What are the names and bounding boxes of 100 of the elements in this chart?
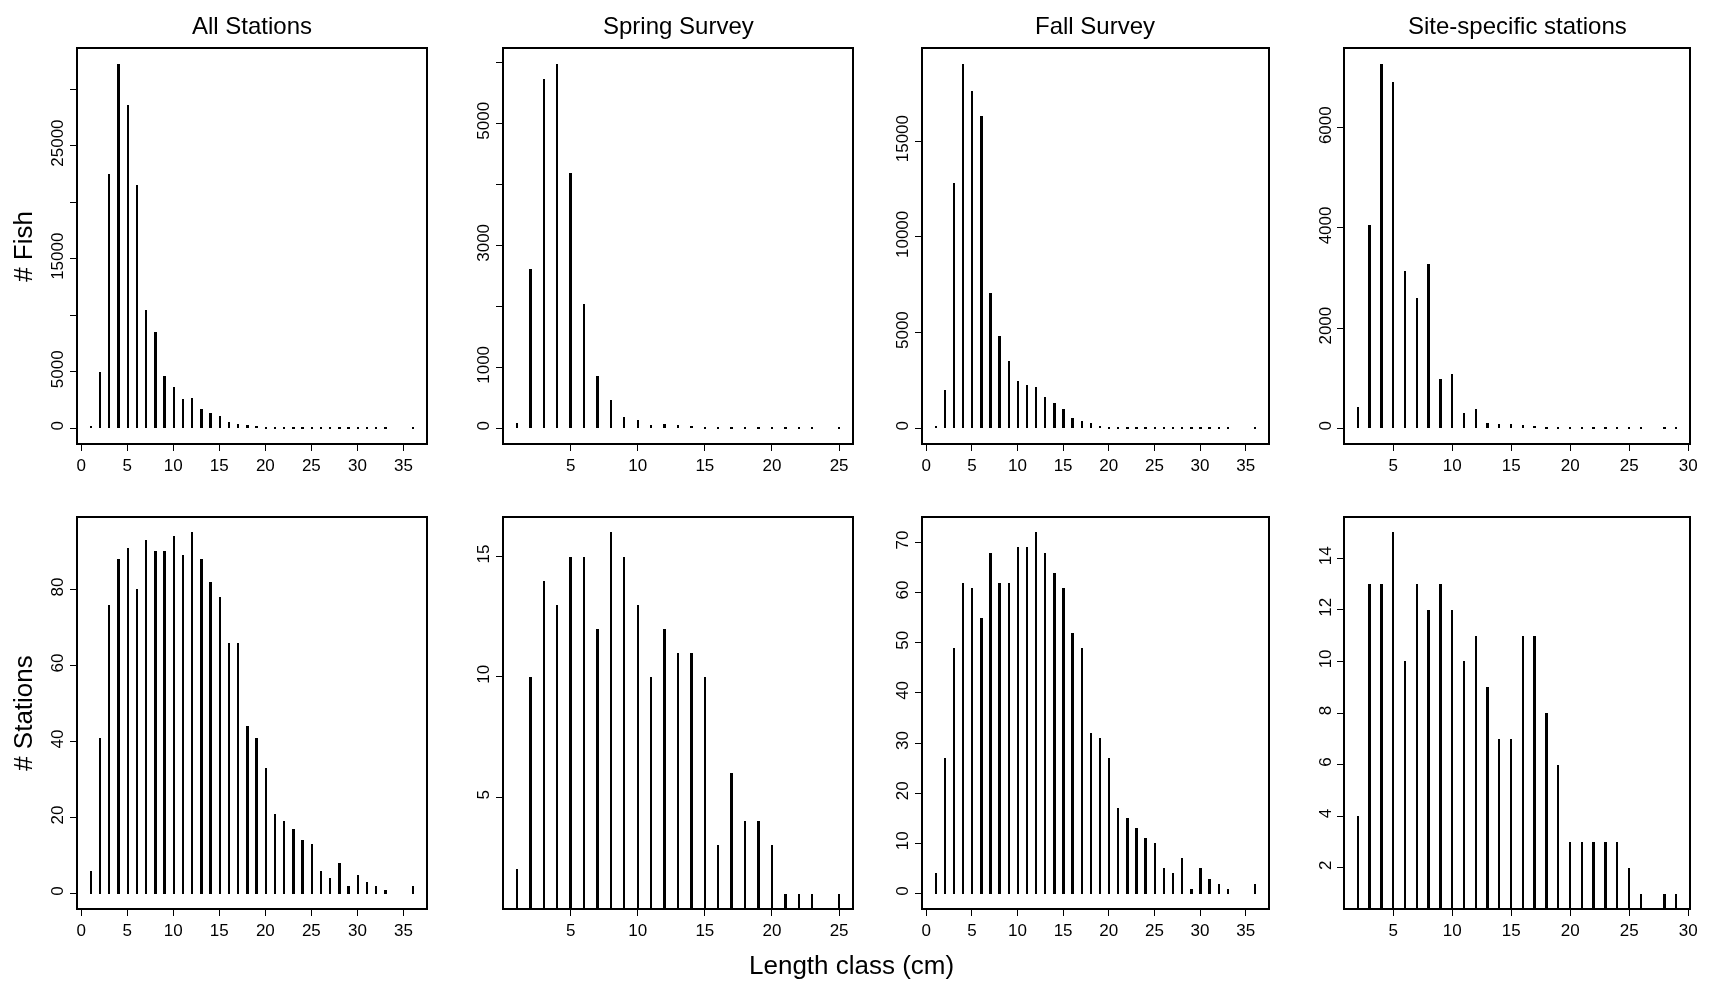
y-tick-label: 5000 [474, 101, 494, 140]
bar [1171, 873, 1174, 894]
y-tick-label: 60 [48, 653, 67, 673]
x-tick-label: 5 [1388, 921, 1398, 941]
bar [1052, 573, 1056, 894]
y-tick-label: 50 [893, 630, 913, 650]
bar [282, 821, 285, 894]
bar [107, 174, 110, 428]
bar [227, 643, 230, 894]
bar [89, 871, 92, 894]
bar [236, 424, 239, 428]
x-tick-label: 30 [1190, 456, 1210, 476]
y-tick-label: 80 [48, 577, 67, 597]
x-tick-label: 20 [1099, 456, 1119, 476]
bar [1427, 264, 1431, 428]
bar [1080, 421, 1083, 428]
bar [162, 376, 166, 428]
bar [529, 269, 533, 428]
bar [1089, 733, 1092, 894]
bar [1463, 413, 1466, 428]
bar [1061, 409, 1065, 428]
bar [1207, 879, 1211, 894]
bar [623, 417, 626, 428]
bar [1486, 423, 1490, 428]
bar [979, 618, 983, 894]
bar [365, 882, 368, 894]
bar [1226, 889, 1229, 894]
bar [1368, 225, 1372, 428]
bar [153, 332, 157, 428]
y-tick-label: 30 [893, 731, 913, 750]
chart-title: Fall Survey [1035, 12, 1156, 39]
x-tick-label: 0 [921, 456, 931, 476]
y-tick-label: 20 [893, 781, 913, 801]
x-tick-label: 25 [301, 456, 321, 476]
y-tick-label: 1000 [474, 345, 494, 384]
y-axis-title: # Fish [7, 211, 38, 282]
y-tick-label: 4 [1315, 808, 1335, 819]
bar [337, 863, 341, 894]
x-tick-label: 20 [255, 456, 275, 476]
bar [291, 829, 295, 894]
bar [190, 532, 193, 894]
bar [988, 553, 992, 894]
bar [172, 536, 175, 894]
x-tick-label: 0 [76, 921, 86, 941]
y-tick-label: 2 [1315, 860, 1335, 870]
bar [1522, 425, 1525, 428]
x-tick-label: 10 [628, 921, 648, 941]
bar [116, 64, 120, 428]
x-tick-label: 20 [762, 921, 782, 941]
x-tick-label: 20 [762, 456, 782, 476]
x-tick-label: 25 [1619, 921, 1639, 941]
x-tick-label: 10 [1442, 921, 1462, 941]
y-tick-label: 15000 [893, 114, 913, 163]
bar [1070, 418, 1074, 428]
chart-title: Spring Survey [603, 12, 754, 39]
bar [218, 416, 221, 428]
bar [218, 597, 221, 894]
x-tick-label: 35 [1236, 921, 1256, 941]
bar [543, 79, 546, 428]
bar [98, 372, 101, 428]
bar [1034, 387, 1037, 428]
x-tick-label: 30 [1190, 921, 1210, 941]
bar [970, 588, 973, 894]
bar [1404, 271, 1407, 428]
x-tick-label: 15 [1053, 921, 1073, 941]
bar [1180, 858, 1183, 894]
bar [199, 559, 203, 894]
x-tick-label: 5 [967, 921, 977, 941]
bar [610, 400, 613, 428]
x-tick-label: 15 [1501, 456, 1521, 476]
y-tick-label: 2000 [1315, 306, 1335, 345]
bar [144, 540, 147, 894]
x-tick-label: 5 [1388, 456, 1398, 476]
bar [1217, 884, 1220, 894]
bar [172, 387, 175, 428]
bar [144, 310, 147, 428]
x-tick-label: 35 [393, 921, 413, 941]
bar [264, 768, 267, 894]
bar [1016, 547, 1019, 894]
bar [1025, 385, 1028, 428]
bar [1007, 361, 1010, 428]
bar [374, 886, 377, 894]
x-tick-label: 15 [1501, 921, 1521, 941]
bar [208, 582, 212, 894]
bar [153, 551, 157, 894]
bar [98, 738, 101, 894]
bar [934, 873, 937, 894]
bar [181, 555, 184, 894]
y-tick-label: 0 [48, 886, 67, 896]
bar [556, 64, 559, 428]
x-tick-label: 15 [695, 921, 715, 941]
bar [1143, 838, 1147, 894]
x-tick-label: 30 [1678, 921, 1698, 941]
bar [1025, 547, 1028, 894]
bar [1153, 843, 1156, 894]
x-tick-label: 25 [829, 456, 849, 476]
y-tick-label: 8 [1315, 705, 1335, 716]
bar [1043, 397, 1046, 428]
x-tick-label: 25 [829, 921, 849, 941]
bar [1392, 82, 1395, 428]
